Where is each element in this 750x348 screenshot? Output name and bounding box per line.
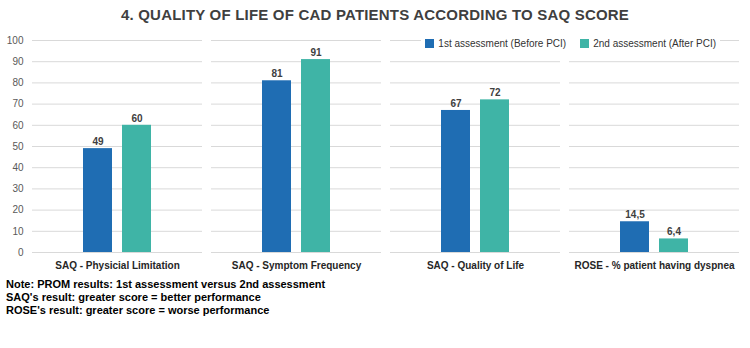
svg-text:91: 91 <box>310 47 322 58</box>
svg-text:6,4: 6,4 <box>667 226 681 237</box>
svg-text:ROSE - % patient having dyspne: ROSE - % patient having dyspnea <box>574 260 734 271</box>
html-text:SAQ's result: greater score =: SAQ's result: greater score = better per… <box>6 291 261 303</box>
html-text:1st assessment (Before PCI): 1st assessment (Before PCI) <box>438 38 567 49</box>
svg-text:60: 60 <box>12 120 24 131</box>
svg-text:30: 30 <box>12 183 24 194</box>
svg-text:SAQ - Physicial Limitation: SAQ - Physicial Limitation <box>55 260 179 271</box>
svg-text:70: 70 <box>12 98 24 109</box>
svg-text:80: 80 <box>12 77 24 88</box>
svg-text:67: 67 <box>450 98 462 109</box>
svg-text:50: 50 <box>12 141 24 152</box>
svg-text:81: 81 <box>271 68 283 79</box>
svg-text:14,5: 14,5 <box>625 209 645 220</box>
html-text:ROSE's result: greater score =: ROSE's result: greater score = worse per… <box>6 304 270 316</box>
svg-text:SAQ - Symptom Frequency: SAQ - Symptom Frequency <box>232 260 362 271</box>
svg-text:40: 40 <box>12 162 24 173</box>
html-text:Note: PROM results: 1st assess: Note: PROM results: 1st assessment versu… <box>6 278 326 290</box>
svg-text:60: 60 <box>131 113 143 124</box>
svg-text:SAQ - Quality of Life: SAQ - Quality of Life <box>427 260 525 271</box>
svg-text:10: 10 <box>12 226 24 237</box>
svg-text:100: 100 <box>7 35 24 46</box>
html-text:4. QUALITY OF LIFE OF CAD PATI: 4. QUALITY OF LIFE OF CAD PATIENTS ACCOR… <box>121 6 629 23</box>
svg-text:72: 72 <box>489 87 501 98</box>
svg-text:20: 20 <box>12 204 24 215</box>
svg-text:90: 90 <box>12 56 24 67</box>
html-text:2nd assessment (After PCI): 2nd assessment (After PCI) <box>593 38 716 49</box>
svg-text:49: 49 <box>92 136 104 147</box>
svg-text:0: 0 <box>18 247 24 258</box>
